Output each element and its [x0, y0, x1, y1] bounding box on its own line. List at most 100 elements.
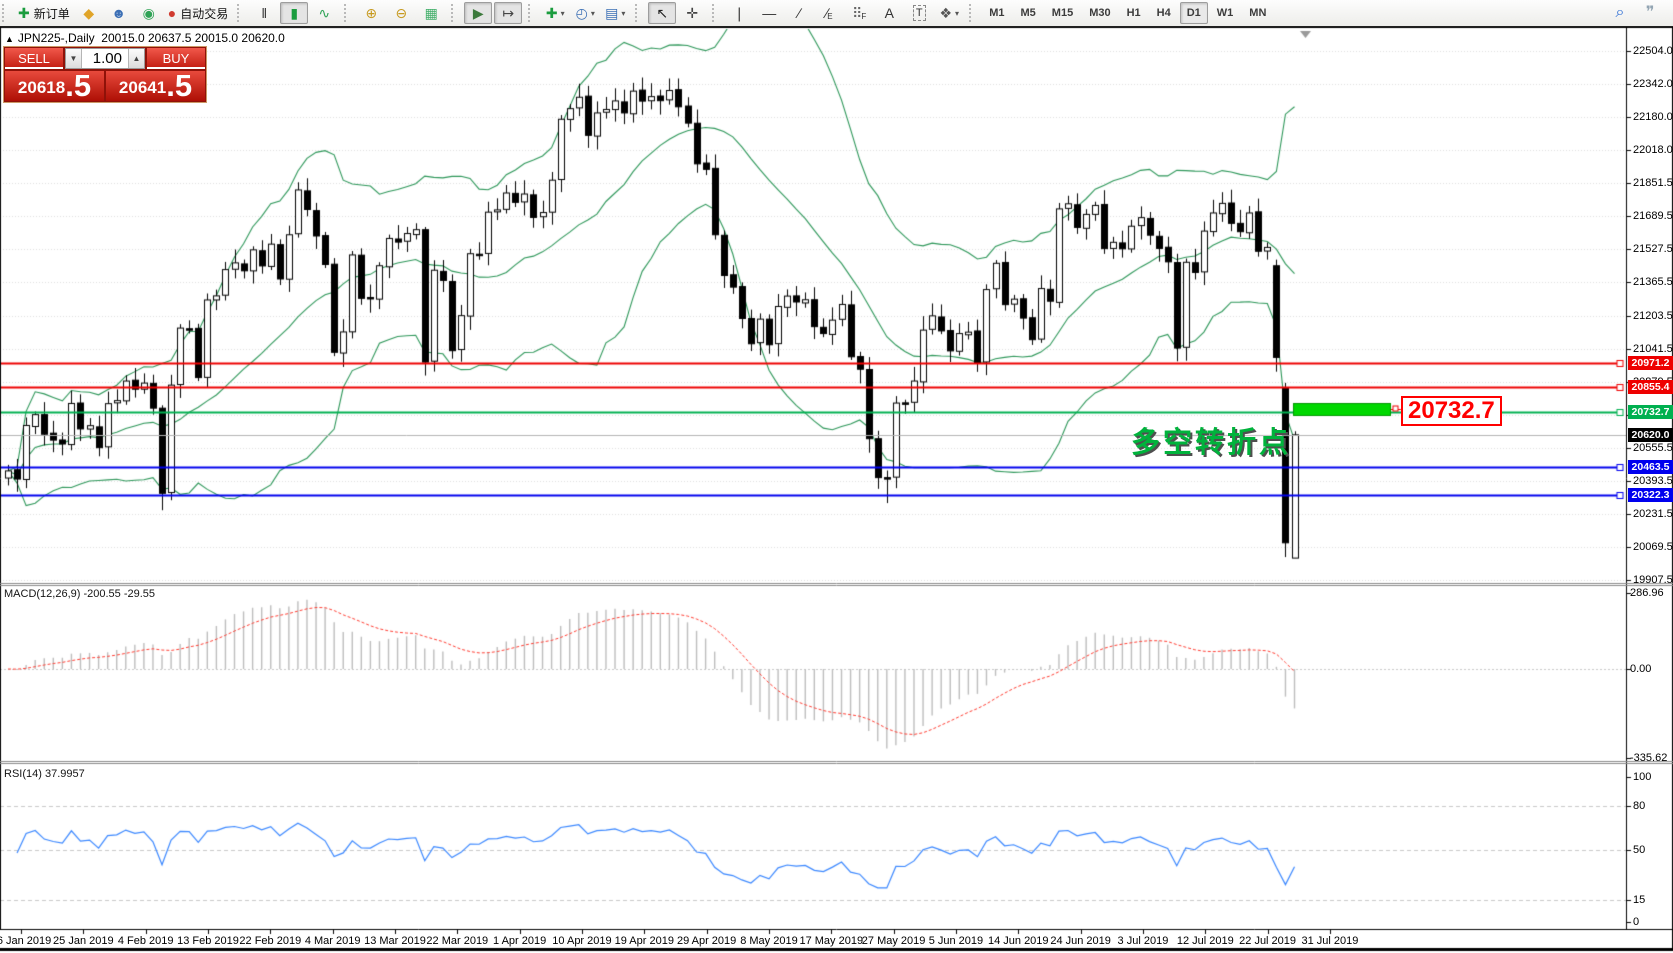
toolbar-grip [969, 4, 976, 22]
annotation-price-label[interactable]: 20732.7 [1401, 396, 1502, 426]
text-label-button[interactable]: T [905, 2, 933, 24]
timeframe-m1[interactable]: M1 [989, 7, 1005, 19]
timeframe-m5[interactable]: M5 [1020, 7, 1036, 19]
vertical-line-button[interactable]: ❘ [725, 2, 753, 24]
trendline-icon: ∕ [798, 5, 801, 21]
new-order-button-label: 新订单 [33, 6, 70, 21]
timeframe-m15[interactable]: M15 [1051, 7, 1074, 19]
text-label-icon: T [912, 5, 926, 21]
timeframe-m30[interactable]: M30 [1089, 7, 1111, 19]
timeframe-h1[interactable]: H1 [1126, 7, 1141, 19]
market-button[interactable]: ☻ [105, 2, 133, 24]
search-button[interactable]: ⌕ [1606, 2, 1634, 24]
equidistant-channel-icon: ∕ [825, 5, 829, 21]
templates-button[interactable]: ▤ ▾ [601, 2, 629, 24]
sell-price-button[interactable]: 20618 .5 [5, 68, 104, 103]
toolbar-grip [635, 4, 642, 22]
line-chart-mode-button[interactable]: ∿ [310, 2, 338, 24]
new-order-button[interactable]: ✚ 新订单 [15, 2, 73, 24]
toolbar-group: ✚ ▾ ◴ ▾ ▤ ▾ [537, 0, 633, 26]
autotrading-button-label: 自动交易 [180, 6, 229, 21]
auto-scroll-button[interactable]: ▶ [464, 2, 493, 24]
chat-icon: ❞ [1645, 4, 1655, 21]
horizontal-line-button[interactable]: — [755, 2, 783, 24]
tile-windows-button[interactable]: ▦ [417, 2, 445, 24]
crosshair-button[interactable]: ✛ [678, 2, 706, 24]
new-chart-button[interactable]: ◆ [75, 2, 103, 24]
tile-windows-icon: ▦ [424, 5, 438, 21]
market-icon: ☻ [111, 5, 127, 21]
search-icon: ⌕ [1615, 4, 1625, 21]
sell-price-pips: .5 [65, 68, 92, 103]
chart-shift-icon: ↦ [502, 5, 515, 21]
chevron-down-icon[interactable]: ▾ [590, 8, 595, 18]
toolbar-grip [344, 4, 351, 22]
icon-subscript: F [861, 11, 867, 21]
bar-chart-mode-button[interactable]: ‖ [250, 2, 278, 24]
annotation-note-text[interactable]: 多空转折点 [1131, 427, 1292, 459]
main-toolbar: ✚ 新订单 ◆ ☻ ◉ ● 自动交易 ‖ ▮ ∿ ⊕ ⊖ ▦ ▶ ↦ ✚ ▾ ◴ ▾ ▤ ▾ ↖ ✛ ❘ — ∕ ∕ E ⠿ F A T ❖ ▾ M… [0, 0, 1673, 26]
equidistant-channel-button[interactable]: ∕ E [815, 2, 843, 24]
trendline-button[interactable]: ∕ [785, 2, 813, 24]
volume-down-button[interactable]: ▼ [66, 49, 82, 68]
chevron-down-icon[interactable]: ▾ [560, 8, 565, 18]
cursor-icon: ↖ [656, 5, 669, 21]
chat-button[interactable]: ❞ [1636, 2, 1664, 24]
chevron-down-icon[interactable]: ▾ [621, 8, 626, 18]
templates-icon: ▤ [605, 5, 619, 21]
text-icon: A [884, 5, 894, 21]
periods-icon: ◴ [575, 5, 588, 21]
bar-chart-mode-icon: ‖ [261, 5, 268, 21]
arrows-button[interactable]: ❖ ▾ [935, 2, 963, 24]
chevron-down-icon[interactable]: ▾ [955, 8, 960, 18]
vertical-line-icon: ❘ [733, 5, 746, 21]
volume-up-button[interactable]: ▲ [128, 49, 144, 68]
text-button[interactable]: A [875, 2, 903, 24]
icon-subscript: E [827, 11, 833, 21]
auto-scroll-icon: ▶ [472, 5, 484, 21]
timeframe-h4[interactable]: H4 [1156, 7, 1171, 19]
chart-shift-button[interactable]: ↦ [494, 2, 523, 24]
timeframe-d1[interactable]: D1 [1179, 2, 1208, 24]
toolbar-grip [237, 4, 244, 22]
periods-button[interactable]: ◴ ▾ [571, 2, 599, 24]
timeframe-group: M1 M5 M15 M30 H1 H4 D1 W1 MN [978, 0, 1277, 26]
toolbar-group: ⊕ ⊖ ▦ [353, 0, 449, 26]
buy-price-button[interactable]: 20641 .5 [106, 68, 205, 103]
zoom-out-button[interactable]: ⊖ [387, 2, 415, 24]
cursor-button[interactable]: ↖ [648, 2, 677, 24]
volume-stepper: ▼ 1.00 ▲ [65, 48, 145, 69]
indicators-icon: ✚ [545, 5, 558, 21]
zoom-in-icon: ⊕ [365, 5, 378, 21]
buy-price-pips: .5 [166, 68, 193, 103]
timeframe-w1[interactable]: W1 [1216, 7, 1234, 19]
horizontal-line-icon: — [762, 5, 777, 21]
sell-button[interactable]: SELL [5, 48, 63, 69]
toolbar-grip [2, 4, 9, 22]
autotrading-icon: ● [167, 5, 177, 21]
zoom-out-icon: ⊖ [395, 5, 408, 21]
new-chart-icon: ◆ [83, 5, 95, 21]
indicators-button[interactable]: ✚ ▾ [541, 2, 569, 24]
signals-icon: ◉ [142, 5, 155, 21]
candlestick-mode-icon: ▮ [290, 5, 299, 21]
toolbar-group: ‖ ▮ ∿ [246, 0, 342, 26]
toolbar-right-icons: ⌕ ❞ [1605, 2, 1673, 24]
timeframe-mn[interactable]: MN [1249, 7, 1267, 19]
candlestick-mode-button[interactable]: ▮ [280, 2, 309, 24]
buy-button[interactable]: BUY [147, 48, 205, 69]
buy-price-main: 20641 [118, 78, 167, 97]
autotrading-button[interactable]: ● 自动交易 [165, 2, 231, 24]
toolbar-grip [712, 4, 719, 22]
toolbar-group: ✚ 新订单 ◆ ☻ ◉ ● 自动交易 [11, 0, 235, 26]
volume-input[interactable]: 1.00 [92, 50, 122, 67]
sell-price-main: 20618 [17, 78, 66, 97]
signals-button[interactable]: ◉ [135, 2, 163, 24]
toolbar-group: ❘ — ∕ ∕ E ⠿ F A T ❖ ▾ [721, 0, 967, 26]
zoom-in-button[interactable]: ⊕ [357, 2, 385, 24]
fibonacci-button[interactable]: ⠿ F [845, 2, 873, 24]
toolbar-grip [451, 4, 458, 22]
toolbar-group: ↖ ✛ [644, 0, 710, 26]
